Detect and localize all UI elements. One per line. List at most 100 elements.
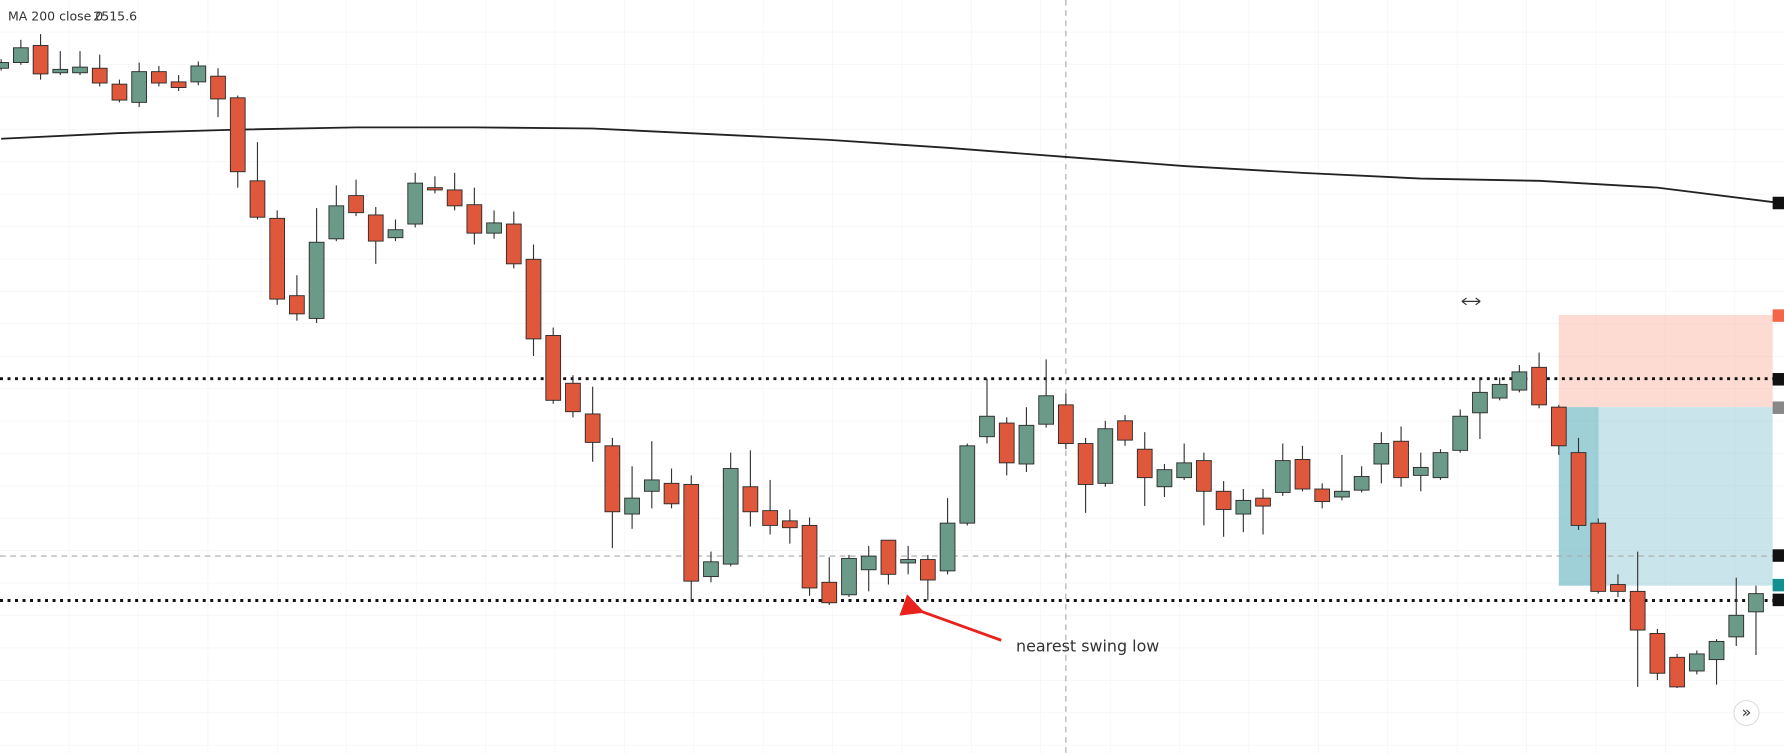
- candle-body: [1610, 584, 1626, 592]
- candle-body: [1255, 497, 1271, 507]
- candle-body: [1511, 371, 1528, 391]
- scroll-button[interactable]: [1733, 699, 1760, 727]
- candle-body: [387, 229, 404, 239]
- candle-body: [762, 510, 778, 526]
- candle-body: [1018, 424, 1035, 465]
- candle-body: [308, 241, 325, 319]
- candle-body: [427, 187, 443, 191]
- candle-body: [1472, 391, 1488, 414]
- candle-body: [1748, 593, 1764, 613]
- candle-body: [841, 557, 857, 596]
- candle-body: [1669, 656, 1685, 688]
- candle-body: [801, 524, 818, 589]
- candle-body: [1156, 469, 1173, 488]
- ma-label: MA 200 close 0: [8, 9, 103, 24]
- candle-body: [1097, 428, 1114, 484]
- candle-body: [821, 581, 838, 604]
- candle-body: [998, 422, 1015, 464]
- candle-body: [1077, 443, 1094, 485]
- scroll-button-label[interactable]: »: [1742, 703, 1752, 722]
- candle-body: [1649, 632, 1666, 674]
- annotation: nearest swing low: [1016, 637, 1159, 656]
- candle-body: [1708, 640, 1725, 661]
- candle-body: [1038, 395, 1055, 425]
- candle-body: [466, 204, 483, 234]
- candle-body: [880, 539, 897, 575]
- candle-body: [1412, 466, 1429, 476]
- candle-body: [624, 497, 640, 515]
- candle-body: [1274, 460, 1291, 493]
- candle-body: [91, 67, 108, 84]
- annotation-arrow: [899, 594, 1002, 642]
- candle-body: [742, 486, 759, 513]
- price-tag: [1772, 309, 1784, 322]
- candle-body: [1334, 490, 1350, 498]
- candle-body: [1176, 462, 1193, 479]
- candle-body: [1373, 443, 1390, 465]
- stop-zone: [1558, 315, 1773, 408]
- candle-body: [643, 479, 660, 492]
- candle-body: [1294, 458, 1311, 490]
- candle-body: [683, 484, 700, 582]
- candle-body: [1314, 488, 1331, 502]
- candle-body: [367, 214, 384, 242]
- candle-body: [1570, 452, 1587, 526]
- candle-body: [111, 83, 128, 101]
- candle-body: [604, 445, 621, 513]
- candle-body: [1590, 522, 1607, 592]
- candle-body: [1393, 440, 1409, 479]
- candle-body: [446, 189, 463, 207]
- price-tag: [1772, 593, 1784, 607]
- candle-body: [1117, 420, 1133, 441]
- candle-body: [328, 205, 345, 240]
- candle-body: [1688, 653, 1705, 672]
- candle-body: [1491, 383, 1508, 399]
- candle-body: [1550, 406, 1567, 447]
- candle-body: [1235, 499, 1252, 515]
- candle-body: [52, 68, 69, 74]
- candle-body: [72, 66, 88, 74]
- candle-body: [1432, 452, 1449, 479]
- candle-body: [151, 71, 167, 84]
- candle-body: [0, 62, 9, 69]
- candle-body: [1196, 460, 1212, 492]
- candle-body: [1058, 404, 1074, 444]
- candle-body: [269, 217, 286, 300]
- price-tag: [1772, 549, 1784, 562]
- ma-line: [1, 126, 1776, 204]
- candle-body: [13, 47, 29, 64]
- candle-body: [249, 180, 266, 218]
- cursor-icon: [1461, 297, 1481, 306]
- candle-body: [1531, 366, 1547, 406]
- price-tag: [1772, 373, 1784, 386]
- candle-body: [722, 468, 739, 565]
- candle-body: [959, 445, 976, 524]
- candle-body: [663, 482, 680, 505]
- candle-body: [545, 335, 562, 401]
- candle-body: [1215, 490, 1232, 510]
- candle-body: [525, 258, 542, 340]
- candle-body: [486, 222, 502, 234]
- price-tag: [1772, 401, 1784, 414]
- candle-body: [348, 195, 364, 214]
- candle-body: [1452, 415, 1469, 451]
- candle-body: [1728, 614, 1745, 638]
- candle-body: [1629, 590, 1646, 631]
- candle-body: [703, 561, 719, 578]
- candle-body: [979, 415, 995, 438]
- candle-body: [781, 520, 798, 529]
- candle-body: [190, 65, 207, 83]
- candle-body: [920, 559, 936, 581]
- candle-body: [505, 223, 522, 265]
- candle-body: [407, 182, 424, 225]
- candle-body: [32, 45, 49, 75]
- candle-body: [229, 97, 246, 173]
- candle-body: [170, 81, 187, 89]
- candle-body: [939, 522, 956, 572]
- candle-body: [131, 71, 148, 103]
- price-tag: [1772, 196, 1784, 210]
